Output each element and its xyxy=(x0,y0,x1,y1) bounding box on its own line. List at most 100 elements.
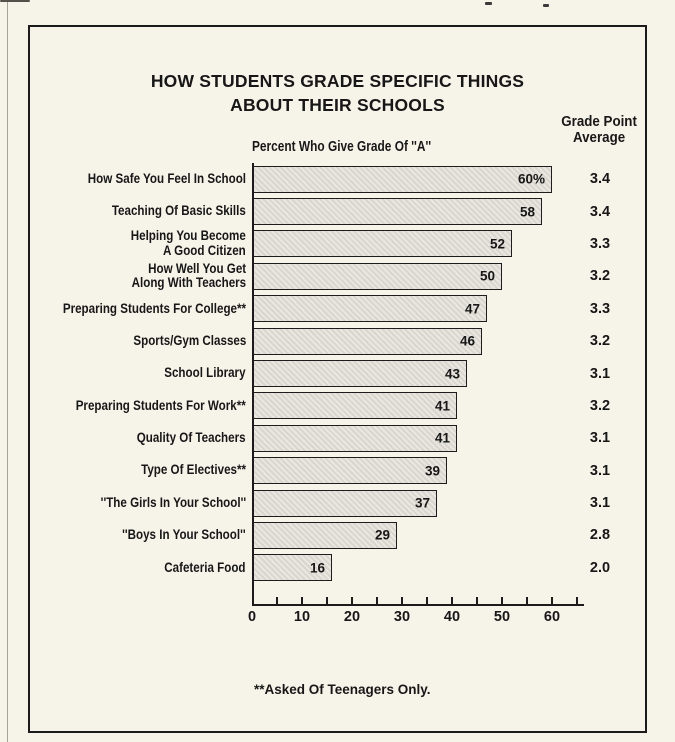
bar-track: 37 xyxy=(252,487,582,519)
bar: 39 xyxy=(252,457,447,485)
gpa-value: 3.3 xyxy=(589,235,611,252)
axis-tick xyxy=(401,597,403,604)
bar: 43 xyxy=(252,360,467,388)
category-label: ''The Girls In Your School'' xyxy=(100,494,246,510)
chart-frame: HOW STUDENTS GRADE SPECIFIC THINGS ABOUT… xyxy=(28,25,647,733)
bar-value-label: 52 xyxy=(489,236,505,252)
bar-track: 46 xyxy=(252,325,582,357)
x-axis-line xyxy=(252,604,584,606)
axis-tick xyxy=(276,597,278,604)
category-label: Quality Of Teachers xyxy=(137,430,246,446)
bar-row: ''The Girls In Your School'' 37 3.1 xyxy=(30,487,645,519)
bar-value-label: 43 xyxy=(444,366,460,382)
bar-value-label: 41 xyxy=(434,430,450,446)
axis-tick xyxy=(501,597,503,604)
bar-value-label: 60% xyxy=(517,171,545,187)
category-label: School Library xyxy=(164,365,246,381)
bar: 50 xyxy=(252,262,502,290)
axis-tick xyxy=(301,597,303,604)
bar-track: 41 xyxy=(252,390,582,422)
axis-vertical-line xyxy=(252,163,254,606)
gpa-header-line2: Average xyxy=(572,129,626,146)
chart-title-line2: ABOUT THEIR SCHOOLS xyxy=(230,95,445,115)
category-label: How Well You Get Along With Teachers xyxy=(131,260,246,291)
axis-tick-label: 30 xyxy=(393,609,411,625)
category-label: Cafeteria Food xyxy=(164,559,246,575)
bar-rows: How Safe You Feel In School 60% 3.4 Teachin… xyxy=(30,163,645,584)
bar: 52 xyxy=(252,230,512,258)
scan-speck xyxy=(543,4,549,7)
axis-tick xyxy=(551,597,553,604)
bar-row: How Well You Get Along With Teachers 50 3.… xyxy=(30,260,645,292)
bar-row: School Library 43 3.1 xyxy=(30,357,645,389)
bar-track: 29 xyxy=(252,519,582,551)
bar: 16 xyxy=(252,554,332,582)
axis-tick xyxy=(476,597,478,604)
percent-column-header: Percent Who Give Grade Of ''A'' xyxy=(252,139,432,155)
chart-title-line1: HOW STUDENTS GRADE SPECIFIC THINGS xyxy=(150,71,525,91)
bar-row: Type Of Electives** 39 3.1 xyxy=(30,455,645,487)
chart-title: HOW STUDENTS GRADE SPECIFIC THINGS ABOUT… xyxy=(30,69,645,117)
x-axis: 0 10 20 30 40 50 60 xyxy=(248,597,586,636)
bar-value-label: 50 xyxy=(479,268,495,284)
axis-tick-label: 50 xyxy=(493,609,511,625)
bar-row: Cafeteria Food 16 2.0 xyxy=(30,552,645,584)
bar-value-label: 29 xyxy=(374,527,390,543)
bar-track: 43 xyxy=(252,357,582,389)
axis-tick-label: 20 xyxy=(343,609,361,625)
axis-tick xyxy=(252,597,254,604)
bar-track: 50 xyxy=(252,260,582,292)
bar-row: Preparing Students For Work** 41 3.2 xyxy=(30,390,645,422)
category-label: Helping You Become A Good Citizen xyxy=(130,228,246,258)
scan-speck xyxy=(0,0,30,2)
axis-tick xyxy=(526,597,528,604)
scan-page-edge xyxy=(7,0,8,742)
bar-track: 60% xyxy=(252,163,582,195)
category-label: Teaching Of Basic Skills xyxy=(112,203,246,219)
footnote: **Asked Of Teenagers Only. xyxy=(254,682,431,697)
axis-tick-label: 40 xyxy=(443,609,461,625)
gpa-value: 3.1 xyxy=(589,365,611,382)
bar-value-label: 39 xyxy=(424,463,440,479)
bar: 37 xyxy=(252,489,437,517)
gpa-value: 3.2 xyxy=(589,268,611,285)
category-label: Preparing Students For College** xyxy=(62,300,246,316)
category-label: Sports/Gym Classes xyxy=(133,332,246,348)
category-label: How Safe You Feel In School xyxy=(87,170,246,186)
bar-row: Helping You Become A Good Citizen 52 3.3 xyxy=(30,228,645,260)
gpa-value: 3.4 xyxy=(589,203,611,220)
bar-track: 39 xyxy=(252,455,582,487)
category-label: ''Boys In Your School'' xyxy=(122,527,246,543)
bar-value-label: 46 xyxy=(459,333,475,349)
bar: 29 xyxy=(252,521,397,549)
bar-row: Sports/Gym Classes 46 3.2 xyxy=(30,325,645,357)
scan-speck xyxy=(485,2,492,5)
gpa-value: 3.1 xyxy=(589,430,611,447)
axis-tick xyxy=(426,597,428,604)
bar-row: ''Boys In Your School'' 29 2.8 xyxy=(30,519,645,551)
gpa-value: 2.0 xyxy=(589,559,611,576)
axis-tick-label: 60 xyxy=(543,609,561,625)
bar-value-label: 47 xyxy=(464,301,480,317)
bar-track: 16 xyxy=(252,552,582,584)
axis-tick xyxy=(451,597,453,604)
bar: 41 xyxy=(252,424,457,452)
category-label: Preparing Students For Work** xyxy=(75,397,246,413)
axis-tick-label: 0 xyxy=(247,609,257,625)
bar: 46 xyxy=(252,327,482,355)
bar: 47 xyxy=(252,295,487,323)
bar-track: 52 xyxy=(252,228,582,260)
gpa-value: 3.1 xyxy=(589,495,611,512)
gpa-value: 3.2 xyxy=(589,397,611,414)
gpa-column-header: Grade Point Average xyxy=(538,114,660,146)
gpa-value: 3.2 xyxy=(589,333,611,350)
axis-tick xyxy=(351,597,353,604)
bar-track: 58 xyxy=(252,195,582,227)
gpa-value: 3.1 xyxy=(589,462,611,479)
axis-tick xyxy=(376,597,378,604)
bar-track: 41 xyxy=(252,422,582,454)
bar-row: Quality Of Teachers 41 3.1 xyxy=(30,422,645,454)
gpa-value: 2.8 xyxy=(589,527,611,544)
bar-value-label: 41 xyxy=(434,398,450,414)
